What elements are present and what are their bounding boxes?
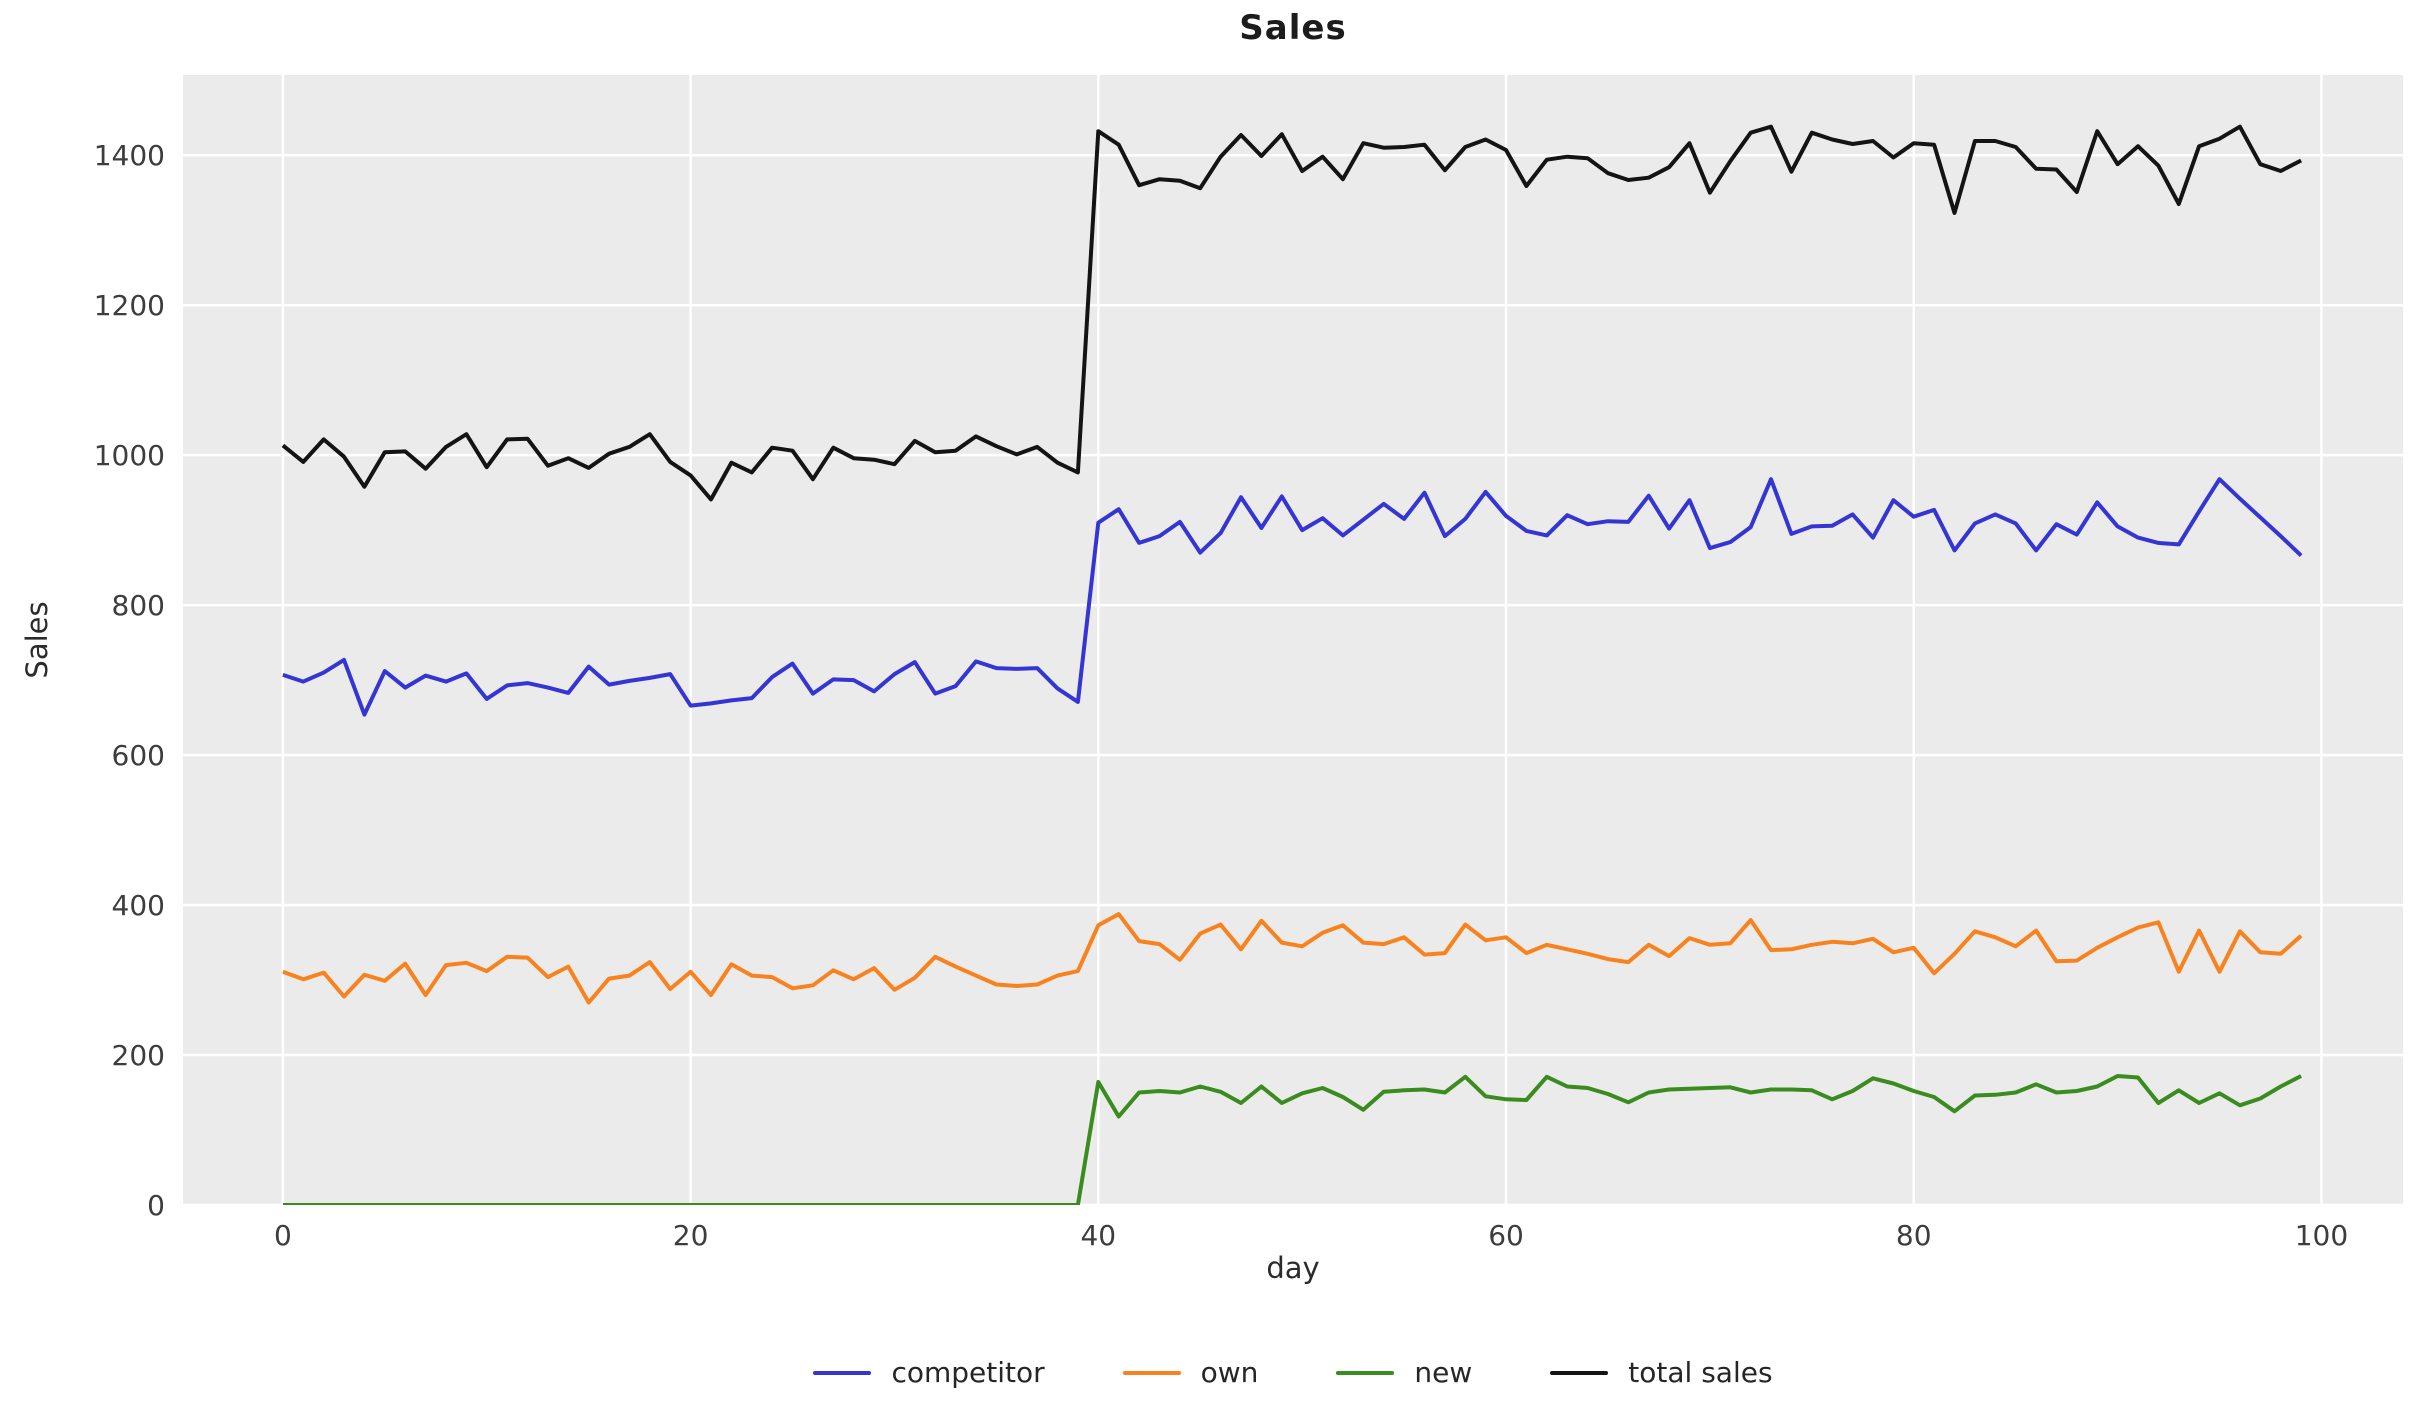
legend-entry-own: own xyxy=(1122,1356,1259,1389)
legend-swatch-total-sales xyxy=(1550,1370,1609,1375)
y-tick-label: 1000 xyxy=(94,439,165,472)
series-line-total-sales xyxy=(281,124,2303,502)
legend-swatch-competitor xyxy=(813,1370,872,1375)
chart-legend: competitor own new total sales xyxy=(183,1356,2403,1389)
y-tick-label: 200 xyxy=(112,1039,165,1072)
legend-swatch-own xyxy=(1122,1370,1181,1375)
x-tick-label: 40 xyxy=(1080,1219,1116,1252)
x-axis-label: day xyxy=(1266,1251,1320,1285)
x-tick-label: 80 xyxy=(1896,1219,1932,1252)
legend-label: competitor xyxy=(891,1356,1045,1389)
y-tick-label: 800 xyxy=(112,589,165,622)
legend-entry-total-sales: total sales xyxy=(1550,1356,1773,1389)
legend-entry-competitor: competitor xyxy=(813,1356,1045,1389)
y-tick-label: 400 xyxy=(112,889,165,922)
x-tick-label: 0 xyxy=(274,1219,292,1252)
y-tick-label: 0 xyxy=(147,1189,165,1222)
plot-area xyxy=(183,75,2403,1205)
x-tick-label: 100 xyxy=(2295,1219,2348,1252)
y-axis-label: Sales xyxy=(20,601,54,679)
chart-title: Sales xyxy=(1239,8,1347,48)
series-line-competitor xyxy=(282,477,2303,717)
legend-label: own xyxy=(1200,1356,1259,1389)
y-tick-label: 1200 xyxy=(94,289,165,322)
series-line-own xyxy=(282,912,2303,1005)
legend-label: new xyxy=(1414,1356,1473,1389)
legend-swatch-new xyxy=(1336,1370,1395,1375)
y-tick-label: 1400 xyxy=(94,139,165,172)
x-tick-label: 60 xyxy=(1488,1219,1524,1252)
legend-entry-new: new xyxy=(1336,1356,1472,1389)
series-line-new xyxy=(282,1074,2303,1205)
y-tick-label: 600 xyxy=(112,739,165,772)
x-tick-label: 20 xyxy=(673,1219,709,1252)
legend-label: total sales xyxy=(1628,1356,1773,1389)
